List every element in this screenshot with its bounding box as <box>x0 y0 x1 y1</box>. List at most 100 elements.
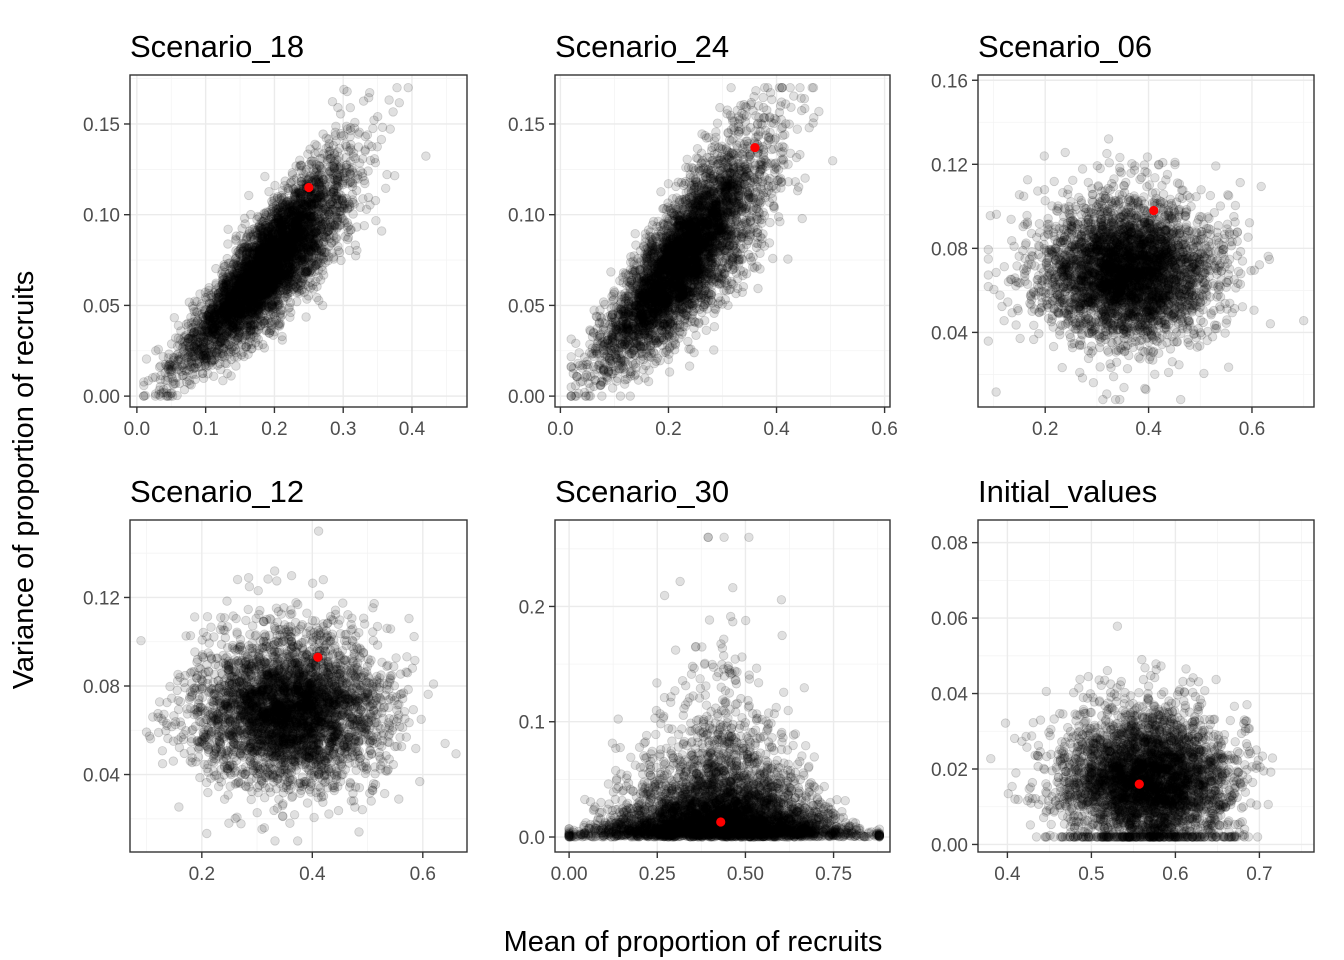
scatter-point <box>208 371 219 382</box>
scatter-point <box>211 280 221 290</box>
scatter-point <box>270 180 280 191</box>
y-tick-label: 0.15 <box>83 115 120 136</box>
scatter-point <box>225 309 236 319</box>
scatter-point <box>249 271 259 281</box>
scatter-point <box>257 237 267 247</box>
scatter-point <box>315 224 326 235</box>
scatter-point <box>343 197 354 208</box>
scatter-point <box>250 338 261 348</box>
scatter-point <box>166 388 176 399</box>
scatter-point <box>239 261 250 272</box>
scatter-point <box>173 320 184 331</box>
scatter-point <box>328 173 339 184</box>
scatter-point <box>235 231 245 241</box>
scatter-point <box>377 122 388 133</box>
scatter-point <box>394 98 405 108</box>
scatter-point <box>351 185 362 196</box>
scatter-point <box>296 165 307 176</box>
y-tick-label: 0.00 <box>83 387 120 408</box>
scatter-point <box>382 169 392 180</box>
scatter-point <box>359 220 370 231</box>
x-tick-label: 0.2 <box>261 419 287 440</box>
panel-background <box>130 75 467 407</box>
scatter-point <box>371 215 381 226</box>
scatter-point <box>421 151 431 161</box>
scatter-point <box>192 327 203 337</box>
scatter-point <box>300 279 311 290</box>
scatter-point <box>246 209 256 220</box>
scatter-point <box>283 276 293 286</box>
scatter-point <box>226 291 236 302</box>
scatter-point <box>388 107 398 117</box>
scatter-point <box>222 317 232 327</box>
scatter-point <box>217 266 227 276</box>
scatter-point <box>322 186 332 197</box>
scatter-point <box>282 272 292 282</box>
scatter-point <box>280 219 290 230</box>
scatter-point <box>317 226 327 237</box>
scatter-point <box>365 87 375 98</box>
panel-1: 0.0 0.1 0.2 0.3 0.40.000.050.100.15Scenario_… <box>83 29 468 440</box>
scatter-point <box>242 274 253 285</box>
scatter-point <box>306 219 316 230</box>
scatter-point <box>203 319 213 329</box>
scatter-point <box>358 194 368 204</box>
scatter-point <box>295 194 306 204</box>
scatter-point <box>254 248 264 259</box>
scatter-point <box>220 274 230 284</box>
scatter-point <box>336 161 346 171</box>
scatter-point <box>285 267 295 277</box>
scatter-point <box>160 359 171 370</box>
scatter-point <box>314 295 324 306</box>
scatter-point <box>223 239 233 249</box>
scatter-point <box>331 234 341 244</box>
scatter-point <box>344 245 355 256</box>
scatter-point <box>234 319 245 330</box>
scatter-point <box>222 326 233 336</box>
scatter-point <box>283 185 294 196</box>
scatter-point <box>188 303 199 314</box>
scatter-point <box>381 183 391 194</box>
scatter-point <box>273 295 283 306</box>
scatter-point <box>275 233 285 244</box>
scatter-point <box>369 154 380 164</box>
scatter-point <box>141 354 152 364</box>
highlight-point <box>304 182 314 193</box>
scatter-point <box>277 235 287 245</box>
scatter-point <box>287 264 297 274</box>
scatter-point <box>334 152 344 162</box>
scatter-point <box>225 279 236 289</box>
scatter-point <box>253 262 263 273</box>
scatter-point <box>222 307 232 317</box>
scatter-point <box>179 332 190 343</box>
scatter-point <box>257 267 267 277</box>
scatter-point <box>310 189 320 200</box>
scatter-point <box>292 227 302 238</box>
scatter-point <box>282 241 292 252</box>
scatter-point <box>268 213 279 224</box>
scatter-point <box>267 316 277 326</box>
scatter-point <box>238 286 248 296</box>
scatter-point <box>232 335 243 346</box>
panels: 0.0 0.1 0.2 0.3 0.40.000.050.100.15Scenario_… <box>83 29 1315 885</box>
scatter-point <box>240 331 250 341</box>
scatter-point <box>325 161 335 172</box>
scatter-point <box>240 275 251 286</box>
scatter-point <box>294 188 304 198</box>
scatter-point <box>247 268 258 278</box>
scatter-point <box>334 143 345 154</box>
scatter-point <box>294 256 304 267</box>
scatter-point <box>369 115 379 125</box>
scatter-point <box>342 222 353 233</box>
scatter-point <box>166 339 177 349</box>
scatter-point <box>209 322 220 333</box>
scatter-point <box>250 291 260 301</box>
scatter-point <box>358 96 369 106</box>
scatter-point <box>226 354 236 365</box>
scatter-point <box>333 182 343 192</box>
scatter-point <box>223 313 233 323</box>
scatter-point <box>307 193 318 204</box>
scatter-point <box>280 271 290 281</box>
scatter-point <box>306 221 316 231</box>
scatter-point <box>287 238 297 248</box>
